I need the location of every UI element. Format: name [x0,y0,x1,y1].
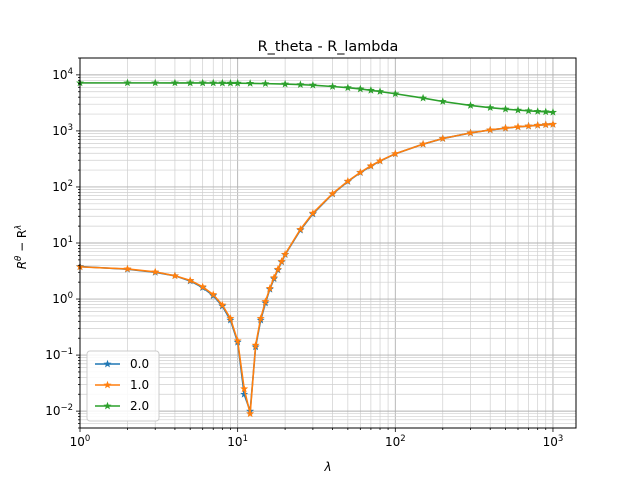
series-1-0-point [269,273,278,282]
series-2-0-point [541,107,550,116]
series-2-0-point [170,78,179,87]
series-1-0-point [501,123,510,132]
series-0-0-point [240,390,249,398]
legend-swatch-marker [103,380,112,389]
series-2-0-point [218,78,227,87]
y-tick-label: 104 [52,67,73,82]
x-axis-label: λ [323,460,331,474]
series-2-0-point [524,106,533,115]
series-1-0-point [256,314,265,322]
y-tick-label: 102 [52,179,73,194]
series-2-0-point [533,107,542,115]
series-1-0-point [376,156,385,165]
series-1-0-point [233,336,242,345]
series-2-0 [76,78,557,116]
series-2-0-point [356,84,365,93]
legend-label: 2.0 [130,399,149,413]
series-1-0-point [296,225,305,233]
legend-item-0-0[interactable]: 0.0 [95,357,149,371]
series-1-0-point [186,276,195,284]
series-1-0-point [265,284,274,292]
series-2-0-point [376,87,385,95]
series-1-0-point [240,384,249,393]
series-2-0-point [151,78,160,87]
legend-box [86,350,160,422]
legend-swatch-marker [103,401,112,410]
series-2-0-point [209,78,218,87]
series-1-0-point [419,139,428,148]
series-1-0-point [170,271,179,280]
series-2-0-point [513,105,522,114]
series-2-0-point [548,108,557,116]
series-1-0-point [226,314,235,322]
series-2-0-point [233,79,242,87]
y-tick-label: 103 [52,123,73,138]
series-1-0-point [328,189,337,198]
y-axis-label: Rθ − Rλ [14,225,29,270]
series-1-0-point [261,297,270,306]
y-tick-label: 10−2 [45,403,73,418]
legend-label: 0.0 [130,357,149,371]
series-1-0 [76,120,557,418]
series-1-0-point [513,122,522,131]
series-1-0-point [356,168,365,176]
series-2-0-point [501,104,510,113]
series-1-0-point [281,250,290,258]
series-1-0-point [486,125,495,134]
series-1-0-point [466,128,475,137]
x-tick-label: 101 [227,434,248,449]
series-2-0-point [186,78,195,87]
series-2-0-point [308,80,317,89]
y-tick-label: 10−1 [45,347,73,362]
series-1-0-point [308,209,317,217]
series-layer [76,78,557,418]
y-tick-label: 101 [52,235,73,250]
series-2-0-point [198,78,207,87]
series-2-0-point [261,79,270,88]
series-1-0-point [123,264,132,273]
series-1-0-point [366,161,375,170]
grid [79,57,576,429]
series-2-0-point [486,103,495,112]
series-1-0-point [533,121,542,129]
legend-label: 1.0 [130,378,149,392]
series-1-0-point [246,409,255,418]
series-2-0-point [438,97,447,105]
series-1-0-point [151,267,160,276]
legend-item-2-0[interactable]: 2.0 [95,399,149,413]
series-2-0-point [466,101,475,109]
x-tick-label: 103 [543,434,564,449]
series-1-0-point [277,257,286,265]
series-1-0-point [251,341,260,349]
x-tick-label: 102 [385,434,406,449]
series-1-0-point [198,282,207,291]
series-1-0-point [209,290,218,298]
series-2-0-point [366,86,375,94]
series-1-0-point [524,121,533,130]
series-2-0-point [343,83,352,92]
series-2-0-point [328,82,337,90]
axis-ticks: 100 101 102 103 10−2 10−1 100 101 102 103 104 [45,57,564,449]
series-1-0-point [438,134,447,142]
legend-swatch-marker [103,359,112,368]
series-1-0-point [218,300,227,309]
series-2-0-point [296,80,305,89]
y-tick-label: 100 [52,291,73,306]
legend[interactable]: 0.0 1.0 2.0 [86,350,160,422]
series-2-0-point [391,89,400,98]
legend-item-1-0[interactable]: 1.0 [95,378,149,392]
series-1-0-point [541,120,550,129]
series-1-0-point [273,265,282,273]
series-1-0-point [548,120,557,128]
series-2-0-point [123,78,132,87]
x-tick-label: 100 [70,434,91,449]
series-1-0-point [343,176,352,185]
series-2-0-point [281,79,290,88]
chart-title: R_theta - R_lambda [258,39,399,55]
series-2-0-point [419,93,428,102]
series-1-0-point [391,149,400,158]
series-2-0-point [246,79,255,87]
series-2-0-point [226,78,235,87]
